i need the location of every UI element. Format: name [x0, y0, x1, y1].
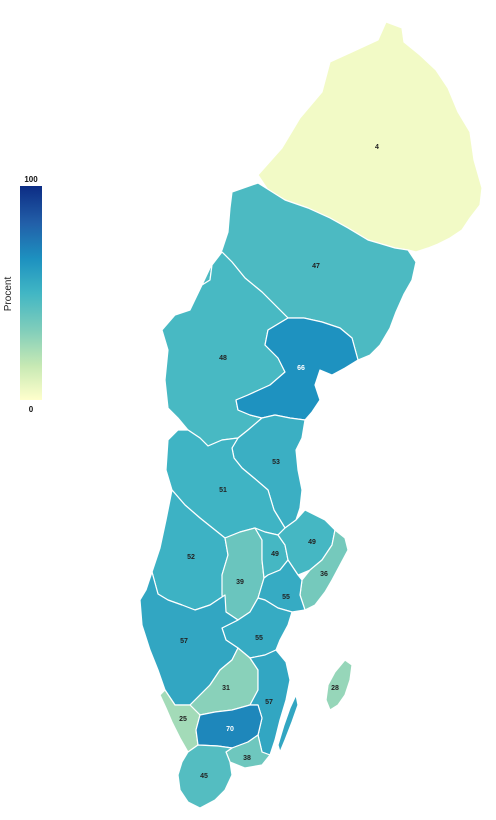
value-label-gavleborg: 53: [272, 459, 280, 466]
value-label-vasterbotten: 47: [312, 263, 320, 270]
region-oland[interactable]: [277, 694, 299, 753]
region-stockholm[interactable]: [299, 529, 349, 611]
legend-gradient-bar: [20, 186, 42, 400]
legend-min-label: 0: [29, 405, 34, 414]
value-labels: 4 47 48 66 53 51 52 39 49 49 36 55 55 57…: [179, 144, 379, 780]
value-label-blekinge: 38: [243, 755, 251, 762]
value-label-vastra-gotaland: 57: [180, 638, 188, 645]
value-label-vasternorrland: 66: [297, 365, 305, 372]
value-label-varmland: 52: [187, 554, 195, 561]
color-legend: 100 0 Procent: [3, 175, 42, 414]
value-label-kronoberg: 70: [226, 726, 234, 733]
value-label-dalarna: 51: [219, 487, 227, 494]
regions: [139, 21, 483, 809]
legend-max-label: 100: [24, 175, 38, 184]
region-gotland[interactable]: [325, 659, 353, 711]
value-label-stockholm: 36: [320, 571, 328, 578]
value-label-jonkoping: 31: [222, 685, 230, 692]
value-label-skane: 45: [200, 773, 208, 780]
value-label-halland: 25: [179, 716, 187, 723]
value-label-uppsala: 49: [308, 539, 316, 546]
value-label-orebro: 39: [236, 579, 244, 586]
value-label-vastmanland: 49: [271, 551, 279, 558]
value-label-ostergotland: 55: [255, 635, 263, 642]
value-label-gotland: 28: [331, 685, 339, 692]
legend-title: Procent: [3, 277, 14, 312]
value-label-norrbotten: 4: [375, 144, 379, 151]
region-skane[interactable]: [177, 744, 233, 809]
value-label-kalmar: 57: [265, 699, 273, 706]
value-label-jamtland: 48: [219, 355, 227, 362]
value-label-sodermanland: 55: [282, 594, 290, 601]
